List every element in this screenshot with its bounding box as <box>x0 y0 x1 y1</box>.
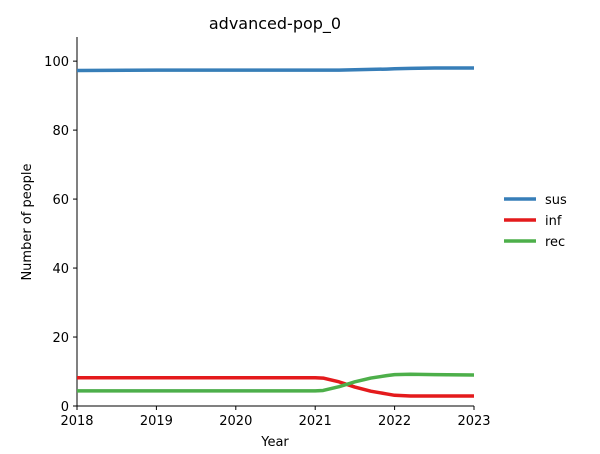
x-tick-label: 2022 <box>378 414 411 429</box>
x-tick-label: 2023 <box>457 414 490 429</box>
axes: 2018 2019 2020 2021 2022 2023 0 20 40 60 80 100 <box>44 37 491 429</box>
chart-title: advanced-pop_0 <box>209 14 341 34</box>
series-line-sus <box>76 66 474 73</box>
x-tick-label: 2018 <box>60 414 93 429</box>
y-tick-label: 60 <box>52 193 69 208</box>
x-tick-label: 2021 <box>299 414 332 429</box>
legend-label-inf: inf <box>545 214 562 229</box>
y-tick-label: 80 <box>52 124 69 139</box>
x-tick-label: 2020 <box>219 414 252 429</box>
series-line-rec <box>77 372 475 393</box>
x-tick-label: 2019 <box>140 414 173 429</box>
legend-label-sus: sus <box>545 193 567 208</box>
legend: sus inf rec <box>504 193 567 250</box>
y-tick-label: 0 <box>61 400 69 415</box>
x-axis-label: Year <box>260 435 289 450</box>
series-lines <box>76 66 475 398</box>
y-tick-label: 100 <box>44 55 69 70</box>
y-tick-label: 20 <box>52 331 69 346</box>
y-tick-label: 40 <box>52 262 69 277</box>
legend-label-rec: rec <box>545 235 565 250</box>
series-line-inf <box>77 375 474 398</box>
y-axis-label: Number of people <box>20 163 35 280</box>
